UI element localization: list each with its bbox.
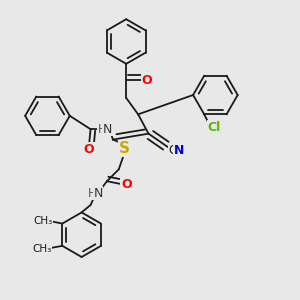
Text: N: N xyxy=(174,144,184,158)
Text: H: H xyxy=(98,123,107,136)
Text: Cl: Cl xyxy=(207,121,220,134)
Text: CH₃: CH₃ xyxy=(32,244,51,254)
Text: CH₃: CH₃ xyxy=(33,216,52,226)
Text: O: O xyxy=(84,142,94,156)
Text: S: S xyxy=(119,141,130,156)
Text: O: O xyxy=(121,178,131,191)
Text: N: N xyxy=(103,123,112,136)
Text: C: C xyxy=(168,143,176,157)
Text: N: N xyxy=(93,187,103,200)
Text: H: H xyxy=(88,187,96,200)
Text: O: O xyxy=(142,74,152,87)
